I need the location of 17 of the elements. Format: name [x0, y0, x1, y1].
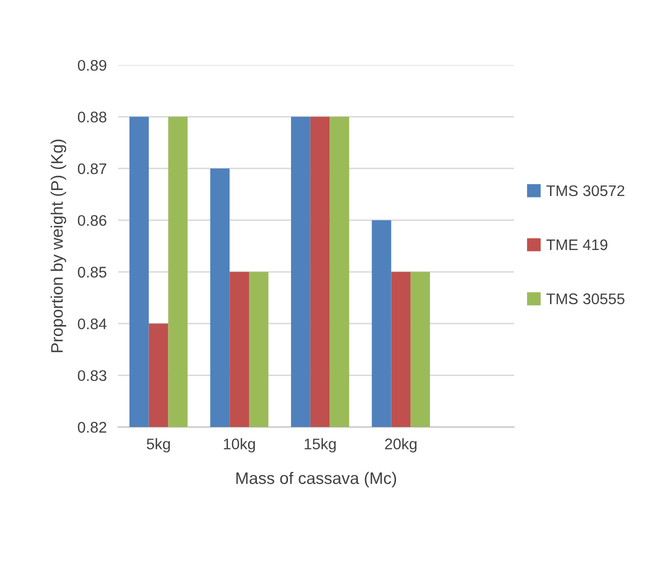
y-tick-label: 0.87 — [78, 163, 106, 174]
y-tick-label: 0.84 — [78, 318, 107, 330]
legend-label: TMS 30572 — [546, 185, 624, 196]
legend-label: TMS 30555 — [546, 293, 624, 304]
y-tick-label: 0.88 — [78, 112, 106, 122]
y-tick-label: 0.86 — [78, 215, 106, 226]
x-tick-label: 15kg — [304, 438, 336, 452]
legend-label: TME 419 — [546, 239, 608, 250]
y-axis-title: Proportion by weight (P) (Kg) — [50, 140, 66, 352]
x-axis-title: Mass of cassava (Mc) — [236, 472, 396, 488]
y-tick-label: 0.85 — [78, 266, 106, 278]
x-tick-label: 10kg — [224, 438, 255, 452]
x-tick-label: 5kg — [146, 438, 170, 452]
y-tick-label: 0.82 — [78, 422, 106, 433]
y-tick-label: 0.83 — [78, 370, 106, 382]
y-tick-label: 0.89 — [78, 60, 106, 71]
x-tick-label: 20kg — [385, 438, 416, 452]
